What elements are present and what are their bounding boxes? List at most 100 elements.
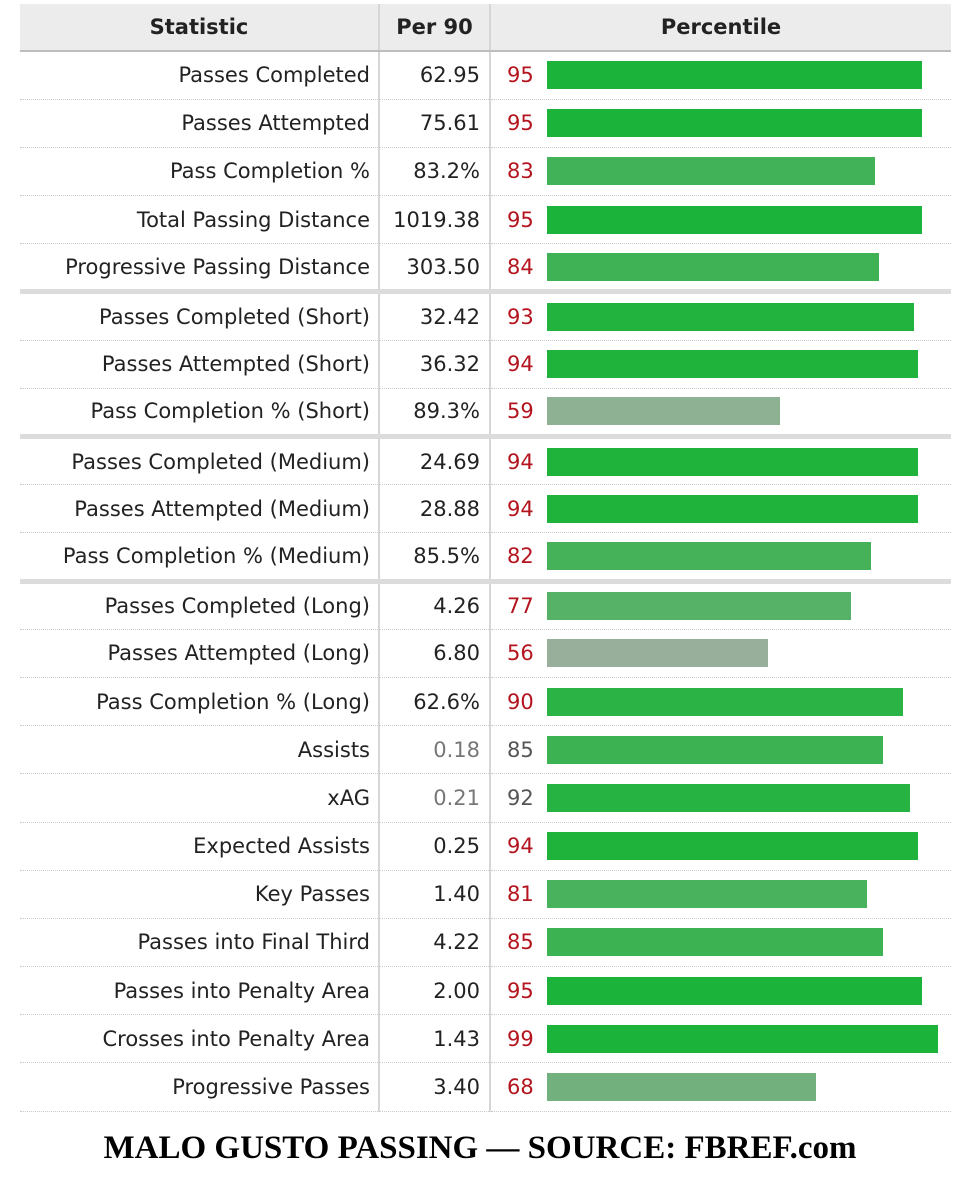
per90-value: 28.88 bbox=[379, 484, 491, 534]
per90-value: 89.3% bbox=[379, 388, 491, 440]
percentile-bar bbox=[547, 783, 911, 812]
stat-name: Progressive Passes bbox=[20, 1062, 380, 1112]
table-row: Crosses into Penalty Area 1.43 99 bbox=[20, 1014, 951, 1064]
per90-value: 4.26 bbox=[379, 581, 491, 630]
stat-name: Passes Attempted (Long) bbox=[20, 629, 380, 678]
per90-value: 62.95 bbox=[379, 51, 491, 100]
table-row: Passes Completed (Medium) 24.69 94 bbox=[20, 436, 951, 486]
table-row: Passes Attempted (Long) 6.80 56 bbox=[20, 629, 951, 678]
percentile-cell: 94 bbox=[490, 822, 951, 871]
per90-value: 75.61 bbox=[379, 99, 491, 148]
stat-name: Pass Completion % (Medium) bbox=[20, 532, 380, 584]
percentile-bar bbox=[547, 303, 915, 332]
percentile-cell: 59 bbox=[490, 388, 951, 440]
table-row: Passes into Penalty Area 2.00 95 bbox=[20, 966, 951, 1016]
stat-name: xAG bbox=[20, 773, 380, 823]
percentile-bar bbox=[547, 1073, 816, 1102]
percentile-value: 95 bbox=[507, 978, 534, 1003]
percentile-bar bbox=[547, 397, 781, 426]
percentile-value: 95 bbox=[507, 207, 534, 232]
percentile-value: 59 bbox=[507, 399, 534, 424]
per90-value: 303.50 bbox=[379, 243, 491, 295]
percentile-bar bbox=[547, 928, 883, 957]
percentile-bar bbox=[547, 1024, 939, 1053]
percentile-cell: 92 bbox=[490, 773, 951, 823]
table-header: Statistic Per 90 Percentile bbox=[20, 4, 951, 52]
percentile-bar bbox=[547, 350, 919, 379]
stat-name: Progressive Passing Distance bbox=[20, 243, 380, 295]
table-row: Passes Completed (Long) 4.26 77 bbox=[20, 581, 951, 630]
percentile-cell: 68 bbox=[490, 1062, 951, 1112]
percentile-value: 95 bbox=[507, 63, 534, 88]
per90-value: 1019.38 bbox=[379, 195, 491, 245]
percentile-value: 99 bbox=[507, 1026, 534, 1051]
stat-name: Passes into Penalty Area bbox=[20, 966, 380, 1016]
percentile-bar bbox=[547, 976, 923, 1005]
table-row: Total Passing Distance 1019.38 95 bbox=[20, 195, 951, 245]
percentile-bar bbox=[547, 494, 919, 523]
per90-value: 24.69 bbox=[379, 436, 491, 486]
stat-name: Passes Completed bbox=[20, 51, 380, 100]
percentile-bar bbox=[547, 880, 867, 909]
percentile-bar bbox=[547, 109, 923, 138]
per90-value: 85.5% bbox=[379, 532, 491, 584]
table-row: Passes Completed 62.95 95 bbox=[20, 51, 951, 100]
percentile-bar bbox=[547, 735, 883, 764]
stat-name: Expected Assists bbox=[20, 822, 380, 871]
percentile-value: 94 bbox=[507, 834, 534, 859]
stat-name: Pass Completion % (Short) bbox=[20, 388, 380, 440]
stat-name: Passes Attempted (Medium) bbox=[20, 484, 380, 534]
stat-name: Passes Attempted bbox=[20, 99, 380, 148]
percentile-value: 68 bbox=[507, 1075, 534, 1100]
percentile-table: Statistic Per 90 Percentile Passes Compl… bbox=[20, 4, 951, 1112]
percentile-cell: 56 bbox=[490, 629, 951, 678]
percentile-value: 56 bbox=[507, 641, 534, 666]
table-row: Key Passes 1.40 81 bbox=[20, 870, 951, 919]
per90-value: 0.21 bbox=[379, 773, 491, 823]
table-row: Passes into Final Third 4.22 85 bbox=[20, 918, 951, 968]
stat-name: Passes Completed (Medium) bbox=[20, 436, 380, 486]
per90-value: 3.40 bbox=[379, 1062, 491, 1112]
per90-value: 1.40 bbox=[379, 870, 491, 919]
percentile-bar bbox=[547, 832, 919, 861]
table-row: Passes Completed (Short) 32.42 93 bbox=[20, 291, 951, 341]
stat-name: Passes Attempted (Short) bbox=[20, 340, 380, 389]
percentile-value: 92 bbox=[507, 785, 534, 810]
percentile-bar bbox=[547, 687, 903, 716]
percentile-bar bbox=[547, 541, 871, 570]
percentile-bar bbox=[547, 252, 879, 281]
stat-name: Passes into Final Third bbox=[20, 918, 380, 968]
percentile-cell: 94 bbox=[490, 436, 951, 486]
stat-name: Key Passes bbox=[20, 870, 380, 919]
percentile-value: 90 bbox=[507, 689, 534, 714]
percentile-cell: 83 bbox=[490, 147, 951, 197]
per90-value: 0.25 bbox=[379, 822, 491, 871]
percentile-cell: 81 bbox=[490, 870, 951, 919]
header-percentile[interactable]: Percentile bbox=[490, 4, 951, 52]
header-statistic[interactable]: Statistic bbox=[20, 4, 380, 52]
percentile-value: 94 bbox=[507, 496, 534, 521]
per90-value: 4.22 bbox=[379, 918, 491, 968]
per90-value: 32.42 bbox=[379, 291, 491, 341]
stat-name: Total Passing Distance bbox=[20, 195, 380, 245]
percentile-bar bbox=[547, 447, 919, 476]
per90-value: 36.32 bbox=[379, 340, 491, 389]
table-row: Assists 0.18 85 bbox=[20, 725, 951, 775]
per90-value: 83.2% bbox=[379, 147, 491, 197]
table-row: Expected Assists 0.25 94 bbox=[20, 822, 951, 871]
stat-name: Pass Completion % bbox=[20, 147, 380, 197]
percentile-cell: 90 bbox=[490, 677, 951, 727]
percentile-value: 93 bbox=[507, 305, 534, 330]
stat-name: Passes Completed (Short) bbox=[20, 291, 380, 341]
percentile-cell: 95 bbox=[490, 195, 951, 245]
percentile-cell: 94 bbox=[490, 484, 951, 534]
percentile-value: 94 bbox=[507, 449, 534, 474]
percentile-value: 95 bbox=[507, 111, 534, 136]
header-per90[interactable]: Per 90 bbox=[379, 4, 491, 52]
percentile-value: 82 bbox=[507, 543, 534, 568]
stat-name: Assists bbox=[20, 725, 380, 775]
percentile-value: 85 bbox=[507, 737, 534, 762]
table-row: xAG 0.21 92 bbox=[20, 773, 951, 823]
stat-name: Pass Completion % (Long) bbox=[20, 677, 380, 727]
stat-name: Crosses into Penalty Area bbox=[20, 1014, 380, 1064]
